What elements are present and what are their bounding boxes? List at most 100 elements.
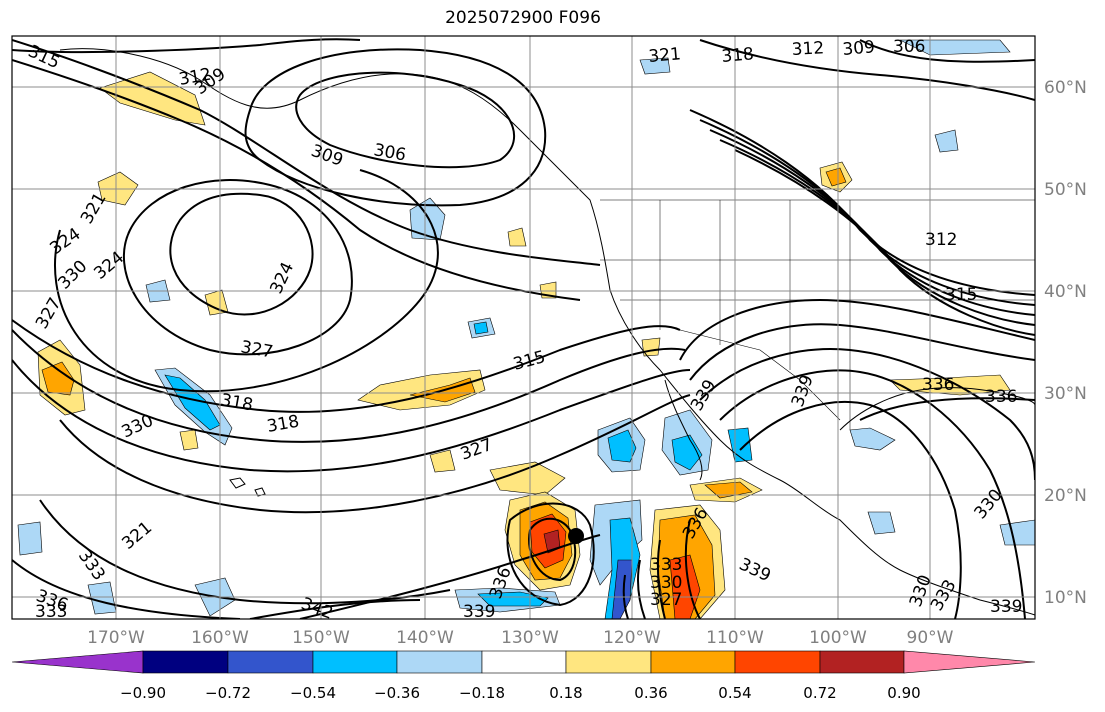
longitude-label: 100°W bbox=[809, 628, 867, 648]
colorbar-swatch bbox=[396, 650, 483, 674]
longitude-label: 130°W bbox=[501, 628, 559, 648]
shade-blue-left-edge bbox=[17, 521, 43, 556]
latitude-label: 30°N bbox=[1044, 384, 1087, 404]
shade-blue-right-gulf bbox=[849, 427, 896, 451]
contour-330-south bbox=[636, 559, 646, 619]
contour-label: 333 bbox=[650, 555, 682, 575]
colorbar-tick-label: 0.90 bbox=[887, 684, 920, 702]
latitude-label: 60°N bbox=[1044, 78, 1087, 98]
contour-330-hurricane bbox=[528, 517, 577, 582]
coastline-baja bbox=[664, 379, 703, 481]
shade-blue-ne-top bbox=[899, 39, 1011, 56]
colorbar-swatch bbox=[734, 650, 821, 674]
contour-label: 306 bbox=[893, 37, 925, 57]
contour-321-big bbox=[54, 169, 439, 393]
latitude-label: 50°N bbox=[1044, 180, 1087, 200]
shade-yellow-central bbox=[357, 369, 486, 411]
colorbar-tick-label: −0.18 bbox=[459, 684, 505, 702]
contour-318-mid bbox=[12, 329, 686, 443]
map-border bbox=[11, 35, 1036, 620]
contour-324-east bbox=[734, 149, 1035, 336]
colorbar-tick-label: −0.54 bbox=[290, 684, 336, 702]
contour-label: 336 bbox=[985, 387, 1017, 407]
shade-orange-mex bbox=[704, 481, 753, 499]
contour-324-loop bbox=[169, 192, 314, 316]
contour-label: 318 bbox=[721, 44, 755, 67]
shade-blue-right-edge2 bbox=[999, 519, 1035, 546]
contour-327-loop bbox=[122, 179, 353, 356]
colorbar-tick-label: −0.72 bbox=[205, 684, 251, 702]
shade-cyan-sw bbox=[607, 429, 637, 463]
colorbar-tick-label: 0.54 bbox=[718, 684, 751, 702]
contour-318-nw bbox=[12, 59, 581, 301]
latitude-label: 10°N bbox=[1044, 588, 1087, 608]
contour-306-north bbox=[859, 39, 1035, 63]
state-lines bbox=[600, 200, 1035, 430]
storm-center-marker bbox=[568, 528, 584, 544]
gridlines bbox=[12, 36, 1035, 619]
contour-label: 321 bbox=[648, 44, 682, 67]
longitude-label: 150°W bbox=[292, 628, 350, 648]
contour-336-south bbox=[684, 519, 701, 619]
shade-yellow-small4 bbox=[429, 449, 456, 473]
contour-309-north bbox=[699, 39, 1035, 101]
colorbar-ticks: −0.90 −0.72 −0.54 −0.36 −0.18 0.18 0.36 … bbox=[120, 684, 921, 702]
latitude-label: 40°N bbox=[1044, 282, 1087, 302]
contour-336-hurricane bbox=[506, 502, 595, 607]
longitude-label: 140°W bbox=[396, 628, 454, 648]
contour-label: 327 bbox=[650, 590, 682, 610]
contour-315-east bbox=[699, 119, 1035, 306]
contour-330-ne-gulf bbox=[859, 397, 1035, 421]
colorbar-swatch-max bbox=[903, 650, 1036, 674]
contour-330-mid bbox=[59, 394, 691, 514]
contour-label: 312 bbox=[925, 230, 957, 250]
longitude-label: 170°W bbox=[87, 628, 145, 648]
coastlines bbox=[59, 48, 1035, 616]
shade-yellow-sw bbox=[489, 461, 566, 496]
colorbar-swatch bbox=[312, 650, 398, 674]
contour-330-east bbox=[689, 323, 1035, 381]
contour-label: 309 bbox=[842, 37, 876, 60]
latitude-label: 20°N bbox=[1044, 486, 1087, 506]
contour-label: 333 bbox=[35, 602, 67, 622]
longitude-axis: 170°W 160°W 150°W 140°W 130°W 120°W 110°… bbox=[87, 628, 954, 648]
contour-336-low bbox=[12, 559, 241, 619]
shade-cyan-mex bbox=[671, 434, 703, 471]
colorbar-tick-label: −0.90 bbox=[120, 684, 166, 702]
contour-label: 339 bbox=[990, 597, 1022, 617]
shade-orange-ne bbox=[825, 167, 847, 187]
shade-blue-small9 bbox=[934, 129, 959, 153]
contour-342-bottom bbox=[249, 599, 421, 619]
shade-yellow-small6 bbox=[179, 429, 199, 451]
colorbar-swatch bbox=[819, 650, 905, 674]
shade-blue-gulf-alaska bbox=[409, 197, 446, 241]
contour-333-low bbox=[39, 499, 451, 605]
coastline-gulf bbox=[839, 387, 1035, 431]
shade-yellow-nw bbox=[99, 71, 206, 126]
longitude-label: 120°W bbox=[603, 628, 661, 648]
contour-306-alaska bbox=[295, 71, 516, 169]
colorbar-swatch bbox=[565, 650, 652, 674]
contour-327-mid bbox=[12, 359, 691, 473]
map-title: 2025072900 F096 bbox=[445, 8, 601, 28]
longitude-label: 90°W bbox=[907, 628, 954, 648]
coastline-alaska bbox=[59, 48, 1035, 616]
contour-315-nw bbox=[12, 39, 601, 266]
colorbar-swatch bbox=[227, 650, 314, 674]
longitude-label: 110°W bbox=[706, 628, 764, 648]
shade-orange-west bbox=[41, 361, 75, 396]
shade-blue-right-edge bbox=[867, 511, 896, 535]
colorbar-tick-label: −0.36 bbox=[374, 684, 420, 702]
shade-yellow-small2 bbox=[507, 227, 527, 247]
border-hawaii bbox=[229, 477, 266, 497]
colorbar-swatch bbox=[142, 650, 229, 674]
contour-318-east bbox=[709, 129, 1035, 316]
contour-339-east bbox=[739, 401, 962, 619]
contour-333-east bbox=[699, 348, 1035, 481]
contour-315-mid bbox=[12, 319, 681, 413]
colorbar-swatch bbox=[481, 650, 567, 674]
colorbar-tick-label: 0.72 bbox=[803, 684, 836, 702]
contour-label: 339 bbox=[463, 602, 495, 622]
colorbar-swatch bbox=[650, 650, 736, 674]
